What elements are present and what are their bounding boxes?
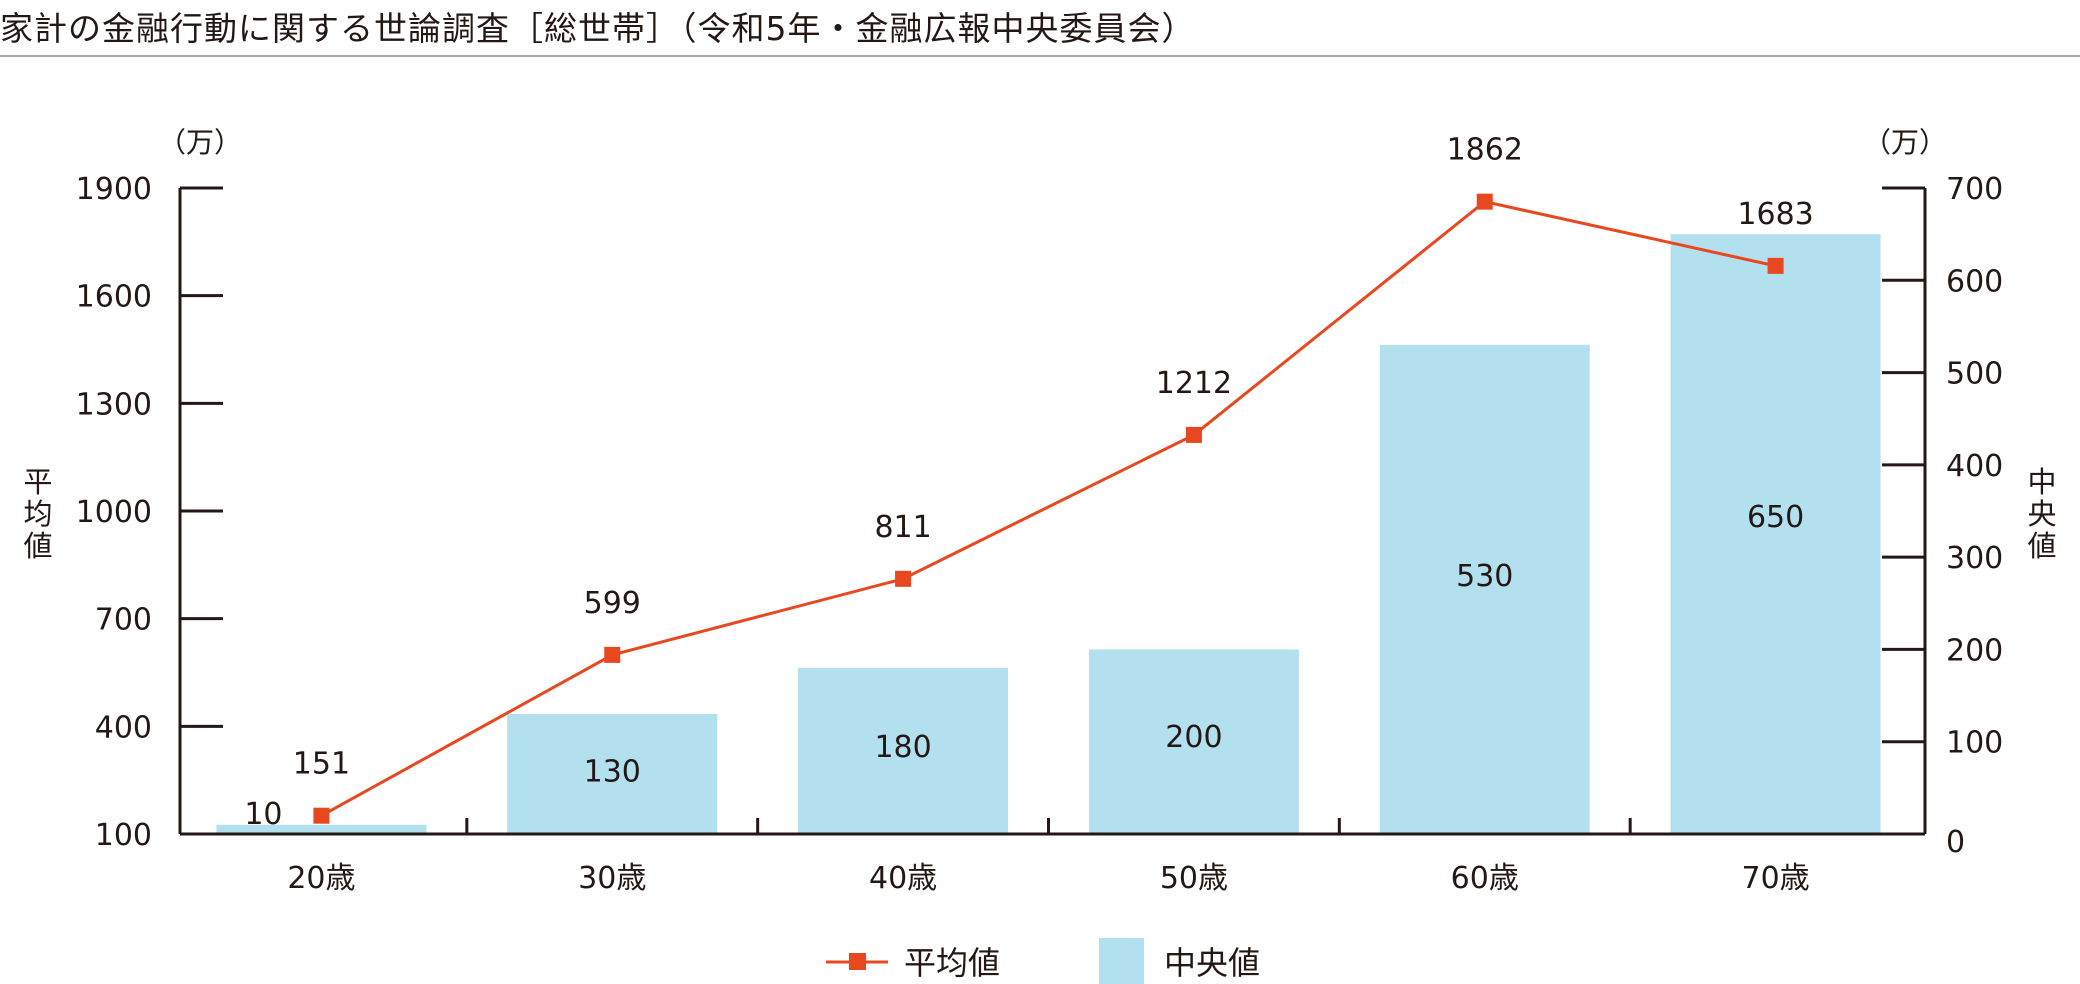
legend-bar-swatch-icon	[1099, 938, 1144, 984]
left-tick-label: 1300	[76, 387, 152, 422]
right-tick-label: 700	[1946, 172, 2003, 207]
median-bar	[1379, 344, 1590, 834]
average-value-label: 599	[584, 586, 641, 621]
average-square-marker-icon	[604, 646, 621, 663]
right-tick-label: 600	[1946, 264, 2003, 299]
x-category-label: 60歳	[1451, 861, 1519, 896]
left-tick-label: 1900	[76, 172, 152, 207]
right-tick-label: 300	[1946, 541, 2003, 576]
average-polyline	[320, 200, 1776, 818]
x-category-label: 20歳	[287, 861, 355, 896]
right-axis-title: 中 央 値	[2027, 465, 2056, 563]
left-axis-title-char: 平	[23, 465, 52, 499]
average-square-marker-icon	[1767, 257, 1784, 274]
left-tick-label: 400	[95, 710, 152, 745]
right-tick-label: 500	[1946, 357, 2003, 392]
right-tick-label: 100	[1946, 726, 2003, 761]
median-bar	[507, 714, 718, 834]
data-labels: 151 599 811 1212 1862 1683 10 130 180 200 530 650	[244, 133, 1813, 832]
median-value-label: 200	[1165, 720, 1222, 755]
average-value-label: 1862	[1447, 133, 1523, 168]
right-axis-title-char: 央	[2027, 497, 2056, 531]
left-axis-title: 平 均 値	[23, 465, 52, 563]
left-tick-label: 1000	[76, 495, 152, 530]
left-tick-label: 1600	[76, 280, 152, 315]
title-divider	[0, 55, 2080, 57]
median-value-label: 130	[584, 754, 641, 789]
median-bar	[1088, 649, 1299, 834]
x-category-label: 50歳	[1160, 861, 1228, 896]
left-axis-title-char: 均	[23, 497, 52, 531]
legend-item-average[interactable]: 平均値	[826, 944, 1000, 982]
left-unit-label: （万）	[158, 126, 242, 159]
legend-average-label: 平均値	[904, 944, 1000, 982]
median-bar	[216, 824, 427, 834]
legend: 平均値 中央値	[826, 938, 1260, 984]
average-square-marker-icon	[1476, 193, 1493, 210]
right-axis-title-char: 値	[2027, 529, 2056, 563]
x-category-label: 30歳	[578, 861, 646, 896]
x-category-label: 70歳	[1741, 861, 1809, 896]
average-square-marker-icon	[895, 570, 912, 587]
x-category-label: 40歳	[869, 861, 937, 896]
median-value-label: 650	[1747, 500, 1804, 535]
median-value-label: 530	[1456, 559, 1513, 594]
right-tick-label: 400	[1946, 449, 2003, 484]
right-tick-label: 200	[1946, 633, 2003, 668]
average-square-marker-icon	[1185, 426, 1202, 443]
right-tick-label: 0	[1946, 825, 1965, 860]
right-axis-title-char: 中	[2027, 465, 2056, 499]
median-value-label: 180	[874, 730, 931, 765]
legend-median-label: 中央値	[1164, 944, 1260, 982]
average-value-label: 1683	[1737, 197, 1813, 232]
average-value-label: 811	[874, 510, 931, 545]
legend-square-marker-icon	[849, 953, 866, 970]
chart-title: 家計の金融行動に関する世論調査［総世帯］（令和5年・金融広報中央委員会）	[0, 9, 1196, 48]
average-line	[313, 193, 1784, 824]
average-value-label: 1212	[1156, 366, 1232, 401]
median-value-label: 10	[244, 797, 282, 832]
average-square-marker-icon	[313, 807, 330, 824]
average-value-label: 151	[293, 747, 350, 782]
median-bar	[1670, 234, 1881, 835]
left-axis-title-char: 値	[23, 529, 52, 563]
median-bars	[216, 234, 1881, 835]
left-tick-label: 700	[95, 603, 152, 638]
right-unit-label: （万）	[1863, 126, 1947, 159]
left-tick-label: 100	[95, 818, 152, 853]
axes: 100 400 700 1000 1300 1600 1900 0 100 200 300 400 50…	[76, 172, 2004, 896]
median-bar	[798, 667, 1009, 834]
legend-item-median[interactable]: 中央値	[1099, 938, 1260, 984]
